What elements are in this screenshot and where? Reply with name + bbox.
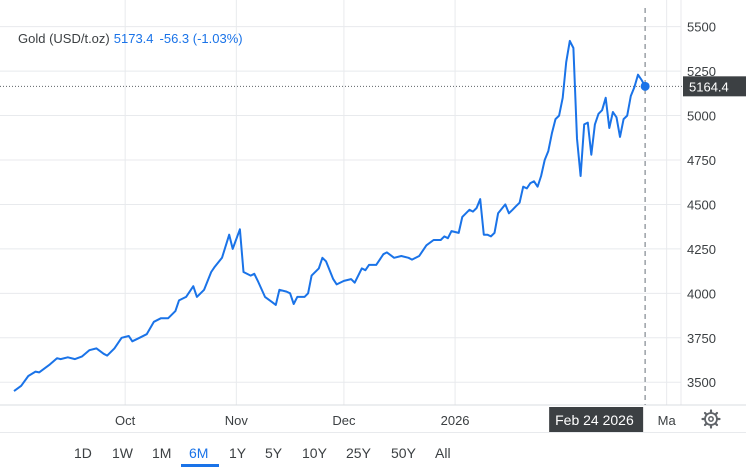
instrument-name: Gold (USD/t.oz)	[18, 31, 110, 46]
y-axis-labels: 3500 3750 4000 4250 4500 4750 5000 5250 5500	[687, 20, 716, 391]
vertical-gridlines	[124, 0, 668, 405]
range-button-10y[interactable]: 10Y	[302, 445, 327, 461]
crosshair-point	[640, 81, 650, 91]
x-tick-label: Dec	[332, 413, 356, 428]
y-tick-label: 5500	[687, 20, 716, 35]
price-chart[interactable]: 3500 3750 4000 4250 4500 4750 5000 5250 5500 Oct…	[0, 0, 746, 432]
crosshair-price-label: 5164.4	[689, 79, 729, 94]
x-tick-label: 2026	[441, 413, 470, 428]
range-button-all[interactable]: All	[435, 445, 451, 461]
y-tick-label: 3750	[687, 331, 716, 346]
price-change: -56.3 (-1.03%)	[159, 31, 243, 46]
crosshair-date-label: Feb 24 2026	[555, 412, 634, 428]
range-button-5y[interactable]: 5Y	[265, 445, 283, 461]
current-price: 5173.4	[113, 31, 154, 46]
y-tick-label: 3500	[687, 375, 716, 390]
horizontal-gridlines	[0, 26, 681, 383]
y-tick-label: 5250	[687, 64, 716, 79]
x-tick-label: Ma	[658, 413, 677, 428]
crosshair-price-box	[683, 76, 746, 97]
price-series-line	[13, 39, 646, 392]
settings-icon[interactable]	[701, 409, 721, 429]
x-tick-label: Nov	[225, 413, 249, 428]
y-tick-label: 5000	[687, 109, 716, 124]
active-range-underline	[181, 464, 219, 467]
range-button-6m[interactable]: 6M	[189, 445, 209, 461]
range-button-1w[interactable]: 1W	[112, 445, 133, 461]
y-tick-label: 4250	[687, 242, 716, 257]
x-axis-labels: Oct Nov Dec 2026 Ma	[115, 413, 676, 428]
y-tick-label: 4000	[687, 286, 716, 301]
range-button-1y[interactable]: 1Y	[229, 445, 247, 461]
range-button-1m[interactable]: 1M	[152, 445, 172, 461]
x-tick-label: Oct	[115, 413, 136, 428]
range-button-1d[interactable]: 1D	[74, 445, 92, 461]
y-tick-label: 4500	[687, 197, 716, 212]
range-button-50y[interactable]: 50Y	[391, 445, 416, 461]
y-tick-label: 4750	[687, 153, 716, 168]
crosshair-date-box	[549, 407, 644, 432]
range-button-25y[interactable]: 25Y	[346, 445, 371, 461]
time-range-selector: 1D 1W 1M 6M 1Y 5Y 10Y 25Y 50Y All	[0, 432, 746, 471]
chart-header: Gold (USD/t.oz) 5173.4 -56.3 (-1.03%)	[18, 31, 243, 46]
